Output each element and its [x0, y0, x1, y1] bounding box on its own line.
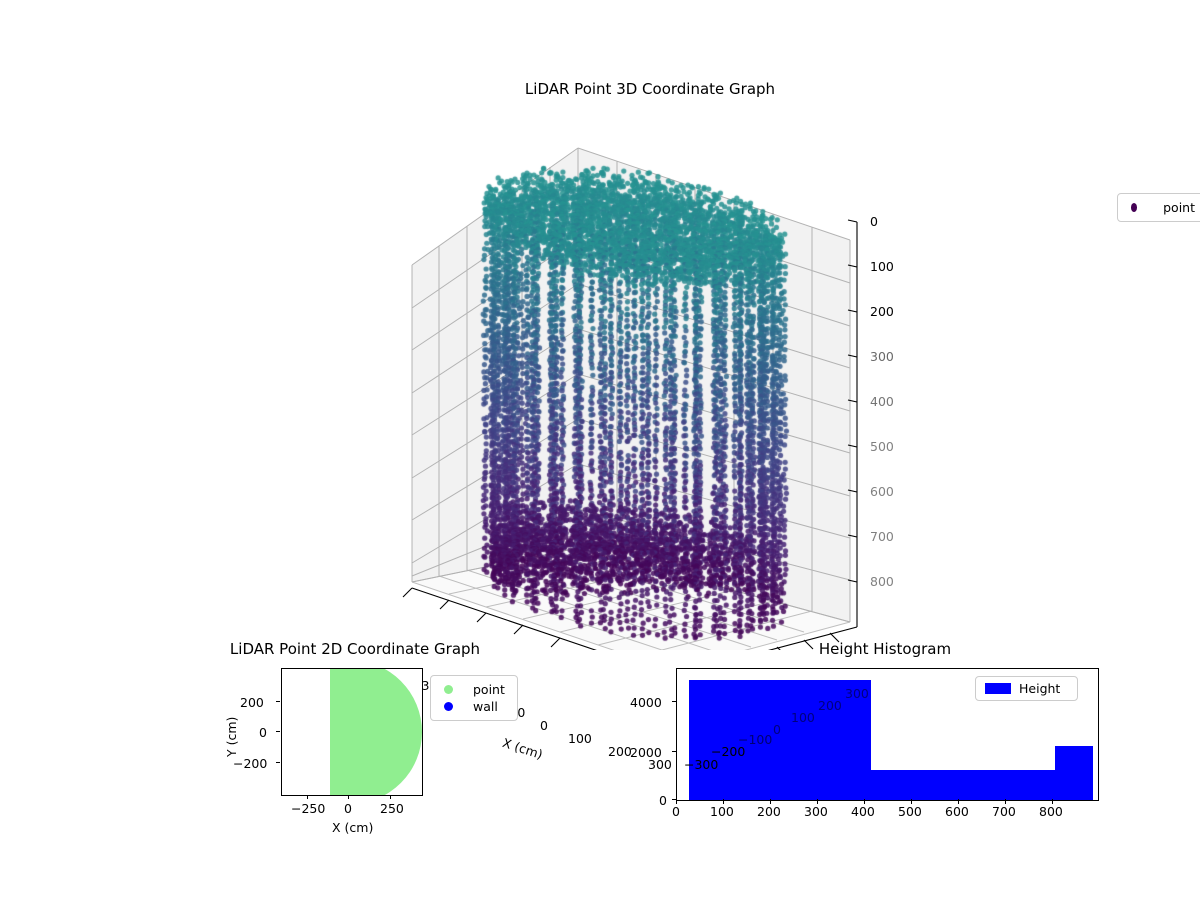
z3d-tick-8: 800 — [870, 574, 894, 589]
height-swatch-icon — [985, 683, 1011, 694]
y3d-tick-5: 200 — [818, 698, 842, 713]
yhist-tick-0: 0 — [659, 793, 667, 808]
y3d-tick-6: 300 — [845, 686, 869, 701]
point-cloud-canvas — [330, 110, 970, 650]
y2d-tickmark-1 — [276, 731, 280, 732]
z3d-tick-6: 600 — [870, 484, 894, 499]
legend-2d-row-point: point — [440, 681, 508, 698]
y3d-tick-3: 0 — [773, 722, 781, 737]
xhist-tickmark-6 — [958, 799, 959, 804]
panel-2d-title: LiDAR Point 2D Coordinate Graph — [229, 640, 481, 658]
x3d-tick-3: 0 — [540, 718, 548, 733]
point-cloud-2d — [282, 669, 422, 795]
lidar-2d-panel: LiDAR Point 2D Coordinate Graph 200 0 −2… — [200, 640, 510, 850]
yhist-tick-2: 4000 — [630, 695, 662, 710]
z3d-tick-2: 200 — [870, 304, 894, 319]
legend-hist-label-height: Height — [1019, 681, 1061, 696]
xhist-tick-2: 200 — [757, 804, 781, 819]
histogram-bar — [688, 679, 871, 800]
lidar-3d-panel: LiDAR Point 3D Coordinate Graph — [330, 80, 1200, 772]
plot-area-2d[interactable] — [281, 668, 423, 796]
xhist-tick-0: 0 — [672, 804, 680, 819]
legend-3d[interactable]: point — [1117, 193, 1200, 222]
legend-2d-row-wall: wall — [440, 698, 508, 715]
y3d-tick-4: 100 — [791, 710, 815, 725]
panel-hist-title: Height Histogram — [818, 640, 952, 658]
xhist-tick-8: 800 — [1039, 804, 1063, 819]
wall-marker-icon — [444, 702, 453, 711]
z3d-tick-7: 700 — [870, 529, 894, 544]
panel-3d-title: LiDAR Point 3D Coordinate Graph — [524, 80, 776, 98]
z3d-tick-1: 100 — [870, 259, 894, 274]
y3d-tick-2: −100 — [738, 732, 773, 747]
x3d-tick-5: 200 — [608, 744, 632, 759]
x2d-tick-2: 250 — [380, 801, 404, 816]
height-histogram-panel: Height Histogram 0 2000 4000 0 100 200 3… — [630, 640, 1115, 840]
histogram-bar — [870, 769, 1056, 800]
yhist-tickmark-1 — [672, 751, 676, 752]
x2d-tickmark-2 — [390, 795, 391, 799]
legend-hist-row-height: Height — [985, 681, 1068, 696]
yhist-tickmark-2 — [672, 701, 676, 702]
histogram-bar — [1055, 745, 1094, 800]
x2d-tick-1: 0 — [344, 801, 352, 816]
y2d-tickmark-2 — [276, 762, 280, 763]
x2d-tickmark-0 — [307, 795, 308, 799]
legend-2d-label-point: point — [473, 682, 505, 697]
y2d-tick-2: −200 — [233, 756, 268, 771]
xhist-tick-6: 600 — [945, 804, 969, 819]
legend-2d-label-wall: wall — [473, 699, 498, 714]
y3d-tick-1: −200 — [711, 744, 746, 759]
xhist-tickmark-7 — [1005, 799, 1006, 804]
yhist-tickmark-0 — [672, 799, 676, 800]
y3d-tick-0: −300 — [684, 757, 719, 772]
z3d-tick-0: 0 — [870, 214, 878, 229]
legend-hist[interactable]: Height — [975, 676, 1078, 701]
x2d-axis-label: X (cm) — [332, 820, 374, 835]
xhist-tickmark-1 — [723, 799, 724, 804]
plot-area-hist[interactable] — [676, 668, 1099, 801]
y2d-tickmark-0 — [276, 701, 280, 702]
point-marker-icon — [444, 685, 453, 694]
z3d-tick-5: 500 — [870, 439, 894, 454]
z3d-tick-3: 300 — [870, 349, 894, 364]
xhist-tick-7: 700 — [992, 804, 1016, 819]
xhist-tick-4: 400 — [851, 804, 875, 819]
x2d-tickmark-1 — [348, 795, 349, 799]
xhist-tickmark-8 — [1052, 799, 1053, 804]
x2d-tick-0: −250 — [291, 801, 326, 816]
legend-2d[interactable]: point wall — [430, 675, 518, 721]
xhist-tickmark-5 — [911, 799, 912, 804]
point-marker-icon — [1131, 203, 1138, 212]
y2d-tick-1: 0 — [259, 725, 267, 740]
y2d-tick-0: 200 — [240, 695, 264, 710]
xhist-tick-1: 100 — [710, 804, 734, 819]
x3d-tick-6: 300 — [648, 757, 672, 772]
xhist-tickmark-3 — [817, 799, 818, 804]
legend-3d-label-point: point — [1163, 200, 1195, 215]
xhist-tickmark-0 — [676, 799, 677, 804]
xhist-tickmark-4 — [864, 799, 865, 804]
xhist-tick-5: 500 — [898, 804, 922, 819]
x3d-tick-4: 100 — [568, 731, 592, 746]
xhist-tick-3: 300 — [804, 804, 828, 819]
lidar-point-cloud — [330, 110, 970, 650]
xhist-tickmark-2 — [770, 799, 771, 804]
legend-3d-row-point: point — [1127, 199, 1195, 216]
y2d-axis-label: Y (cm) — [224, 716, 239, 757]
yhist-tick-1: 2000 — [630, 745, 662, 760]
z3d-tick-4: 400 — [870, 394, 894, 409]
